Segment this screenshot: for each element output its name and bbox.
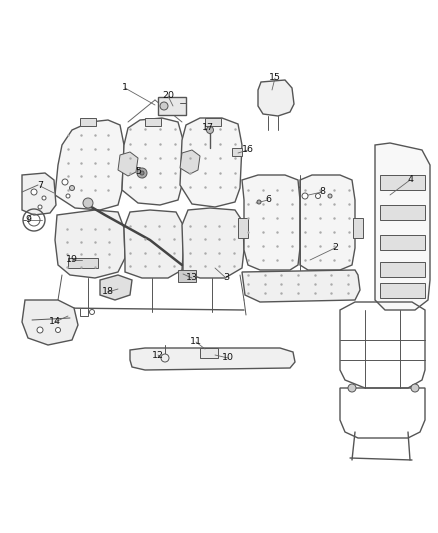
Text: 16: 16 xyxy=(242,146,254,155)
Polygon shape xyxy=(100,275,132,300)
Text: 11: 11 xyxy=(190,337,202,346)
Polygon shape xyxy=(380,283,425,298)
Circle shape xyxy=(89,310,95,314)
Circle shape xyxy=(38,205,42,209)
Bar xyxy=(68,258,98,268)
Bar xyxy=(80,308,88,316)
Circle shape xyxy=(206,126,213,133)
Bar xyxy=(200,348,218,358)
Text: 5: 5 xyxy=(135,167,141,176)
Bar xyxy=(232,148,242,156)
Text: 8: 8 xyxy=(319,188,325,197)
Text: 14: 14 xyxy=(49,318,61,327)
Polygon shape xyxy=(242,175,300,270)
Circle shape xyxy=(328,194,332,198)
Text: 7: 7 xyxy=(37,182,43,190)
Polygon shape xyxy=(124,210,183,278)
Circle shape xyxy=(137,168,147,178)
Polygon shape xyxy=(242,270,360,302)
Text: 6: 6 xyxy=(265,196,271,205)
Circle shape xyxy=(160,102,168,110)
Polygon shape xyxy=(380,205,425,220)
Circle shape xyxy=(315,193,321,198)
Circle shape xyxy=(70,185,74,190)
Polygon shape xyxy=(380,175,425,190)
Bar xyxy=(158,97,186,115)
Bar xyxy=(145,118,161,126)
Text: 9: 9 xyxy=(25,215,31,224)
Circle shape xyxy=(140,171,144,175)
Circle shape xyxy=(411,384,419,392)
Bar xyxy=(353,218,363,238)
Polygon shape xyxy=(180,150,200,174)
Polygon shape xyxy=(380,235,425,250)
Circle shape xyxy=(37,327,43,333)
Polygon shape xyxy=(294,184,340,205)
Text: 10: 10 xyxy=(222,353,234,362)
Text: 1: 1 xyxy=(122,84,128,93)
Polygon shape xyxy=(22,173,56,215)
Text: 19: 19 xyxy=(66,255,78,264)
Bar xyxy=(80,118,96,126)
Text: 15: 15 xyxy=(269,74,281,83)
Circle shape xyxy=(42,196,46,200)
Text: 20: 20 xyxy=(162,92,174,101)
Polygon shape xyxy=(300,175,355,270)
Circle shape xyxy=(83,198,93,208)
Circle shape xyxy=(257,200,261,204)
Polygon shape xyxy=(130,348,295,370)
Circle shape xyxy=(66,194,70,198)
Polygon shape xyxy=(380,262,425,277)
Polygon shape xyxy=(55,210,125,278)
Bar xyxy=(205,118,221,126)
Polygon shape xyxy=(258,80,294,116)
Polygon shape xyxy=(375,143,430,310)
Polygon shape xyxy=(182,208,244,278)
Bar xyxy=(255,196,269,208)
Polygon shape xyxy=(180,118,242,207)
Circle shape xyxy=(348,384,356,392)
Bar xyxy=(178,270,196,282)
Circle shape xyxy=(62,179,68,185)
Text: 17: 17 xyxy=(202,124,214,133)
Polygon shape xyxy=(55,120,124,210)
Bar xyxy=(238,218,248,238)
Polygon shape xyxy=(122,118,183,205)
Text: 18: 18 xyxy=(102,287,114,296)
Text: 3: 3 xyxy=(223,273,229,282)
Circle shape xyxy=(56,327,60,333)
Text: 12: 12 xyxy=(152,351,164,359)
Circle shape xyxy=(31,189,37,195)
Polygon shape xyxy=(118,152,138,176)
Circle shape xyxy=(161,354,169,362)
Text: 4: 4 xyxy=(407,175,413,184)
Text: 2: 2 xyxy=(332,244,338,253)
Text: 13: 13 xyxy=(186,273,198,282)
Circle shape xyxy=(302,193,308,199)
Polygon shape xyxy=(22,300,78,345)
